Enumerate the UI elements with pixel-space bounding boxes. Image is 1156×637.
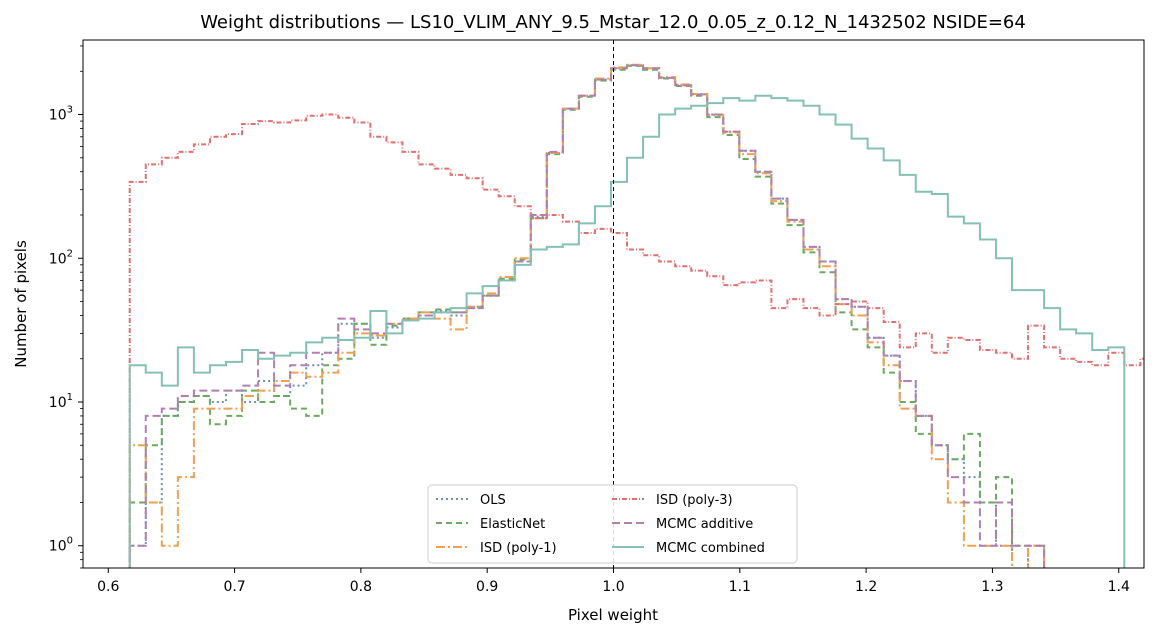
x-tick-label: 0.9 xyxy=(476,579,498,595)
series-line-1 xyxy=(128,64,1046,568)
x-tick-label: 0.8 xyxy=(350,579,372,595)
plot-series xyxy=(128,40,1144,568)
y-tick-label: 100 xyxy=(49,536,73,555)
legend-label: ISD (poly-3) xyxy=(656,493,733,508)
y-tick-label: 103 xyxy=(49,105,73,124)
series-line-3 xyxy=(128,113,1144,568)
x-tick-label: 0.6 xyxy=(97,579,119,595)
y-tick-label: 101 xyxy=(49,392,73,411)
series-line-5 xyxy=(128,94,1126,568)
legend-label: OLS xyxy=(480,493,506,508)
legend-label: MCMC additive xyxy=(656,517,753,532)
legend-label: MCMC combined xyxy=(656,541,765,556)
x-axis: 0.6 0.7 0.8 0.9 1.0 1.1 1.2 1.3 1.4 xyxy=(97,568,1130,595)
legend: OLS ElasticNet ISD (poly-1) ISD (poly-3) MCM… xyxy=(427,484,798,564)
x-axis-label: Pixel weight xyxy=(568,606,658,624)
chart-title: Weight distributions — LS10_VLIM_ANY_9.5… xyxy=(200,12,1026,33)
y-axis-label: Number of pixels xyxy=(12,240,30,368)
legend-label: ElasticNet xyxy=(480,517,545,532)
x-tick-label: 1.2 xyxy=(855,579,877,595)
x-tick-label: 1.3 xyxy=(981,579,1003,595)
series-line-2 xyxy=(128,63,1046,568)
legend-label: ISD (poly-1) xyxy=(480,541,557,556)
x-tick-label: 1.4 xyxy=(1108,579,1130,595)
series-line-4 xyxy=(128,64,1046,568)
y-tick-label: 102 xyxy=(49,248,73,267)
plot-frame xyxy=(82,39,1145,569)
x-tick-label: 1.0 xyxy=(602,579,624,595)
x-tick-label: 1.1 xyxy=(729,579,751,595)
x-tick-label: 0.7 xyxy=(223,579,245,595)
y-axis: 100 101 102 103 xyxy=(49,45,83,569)
